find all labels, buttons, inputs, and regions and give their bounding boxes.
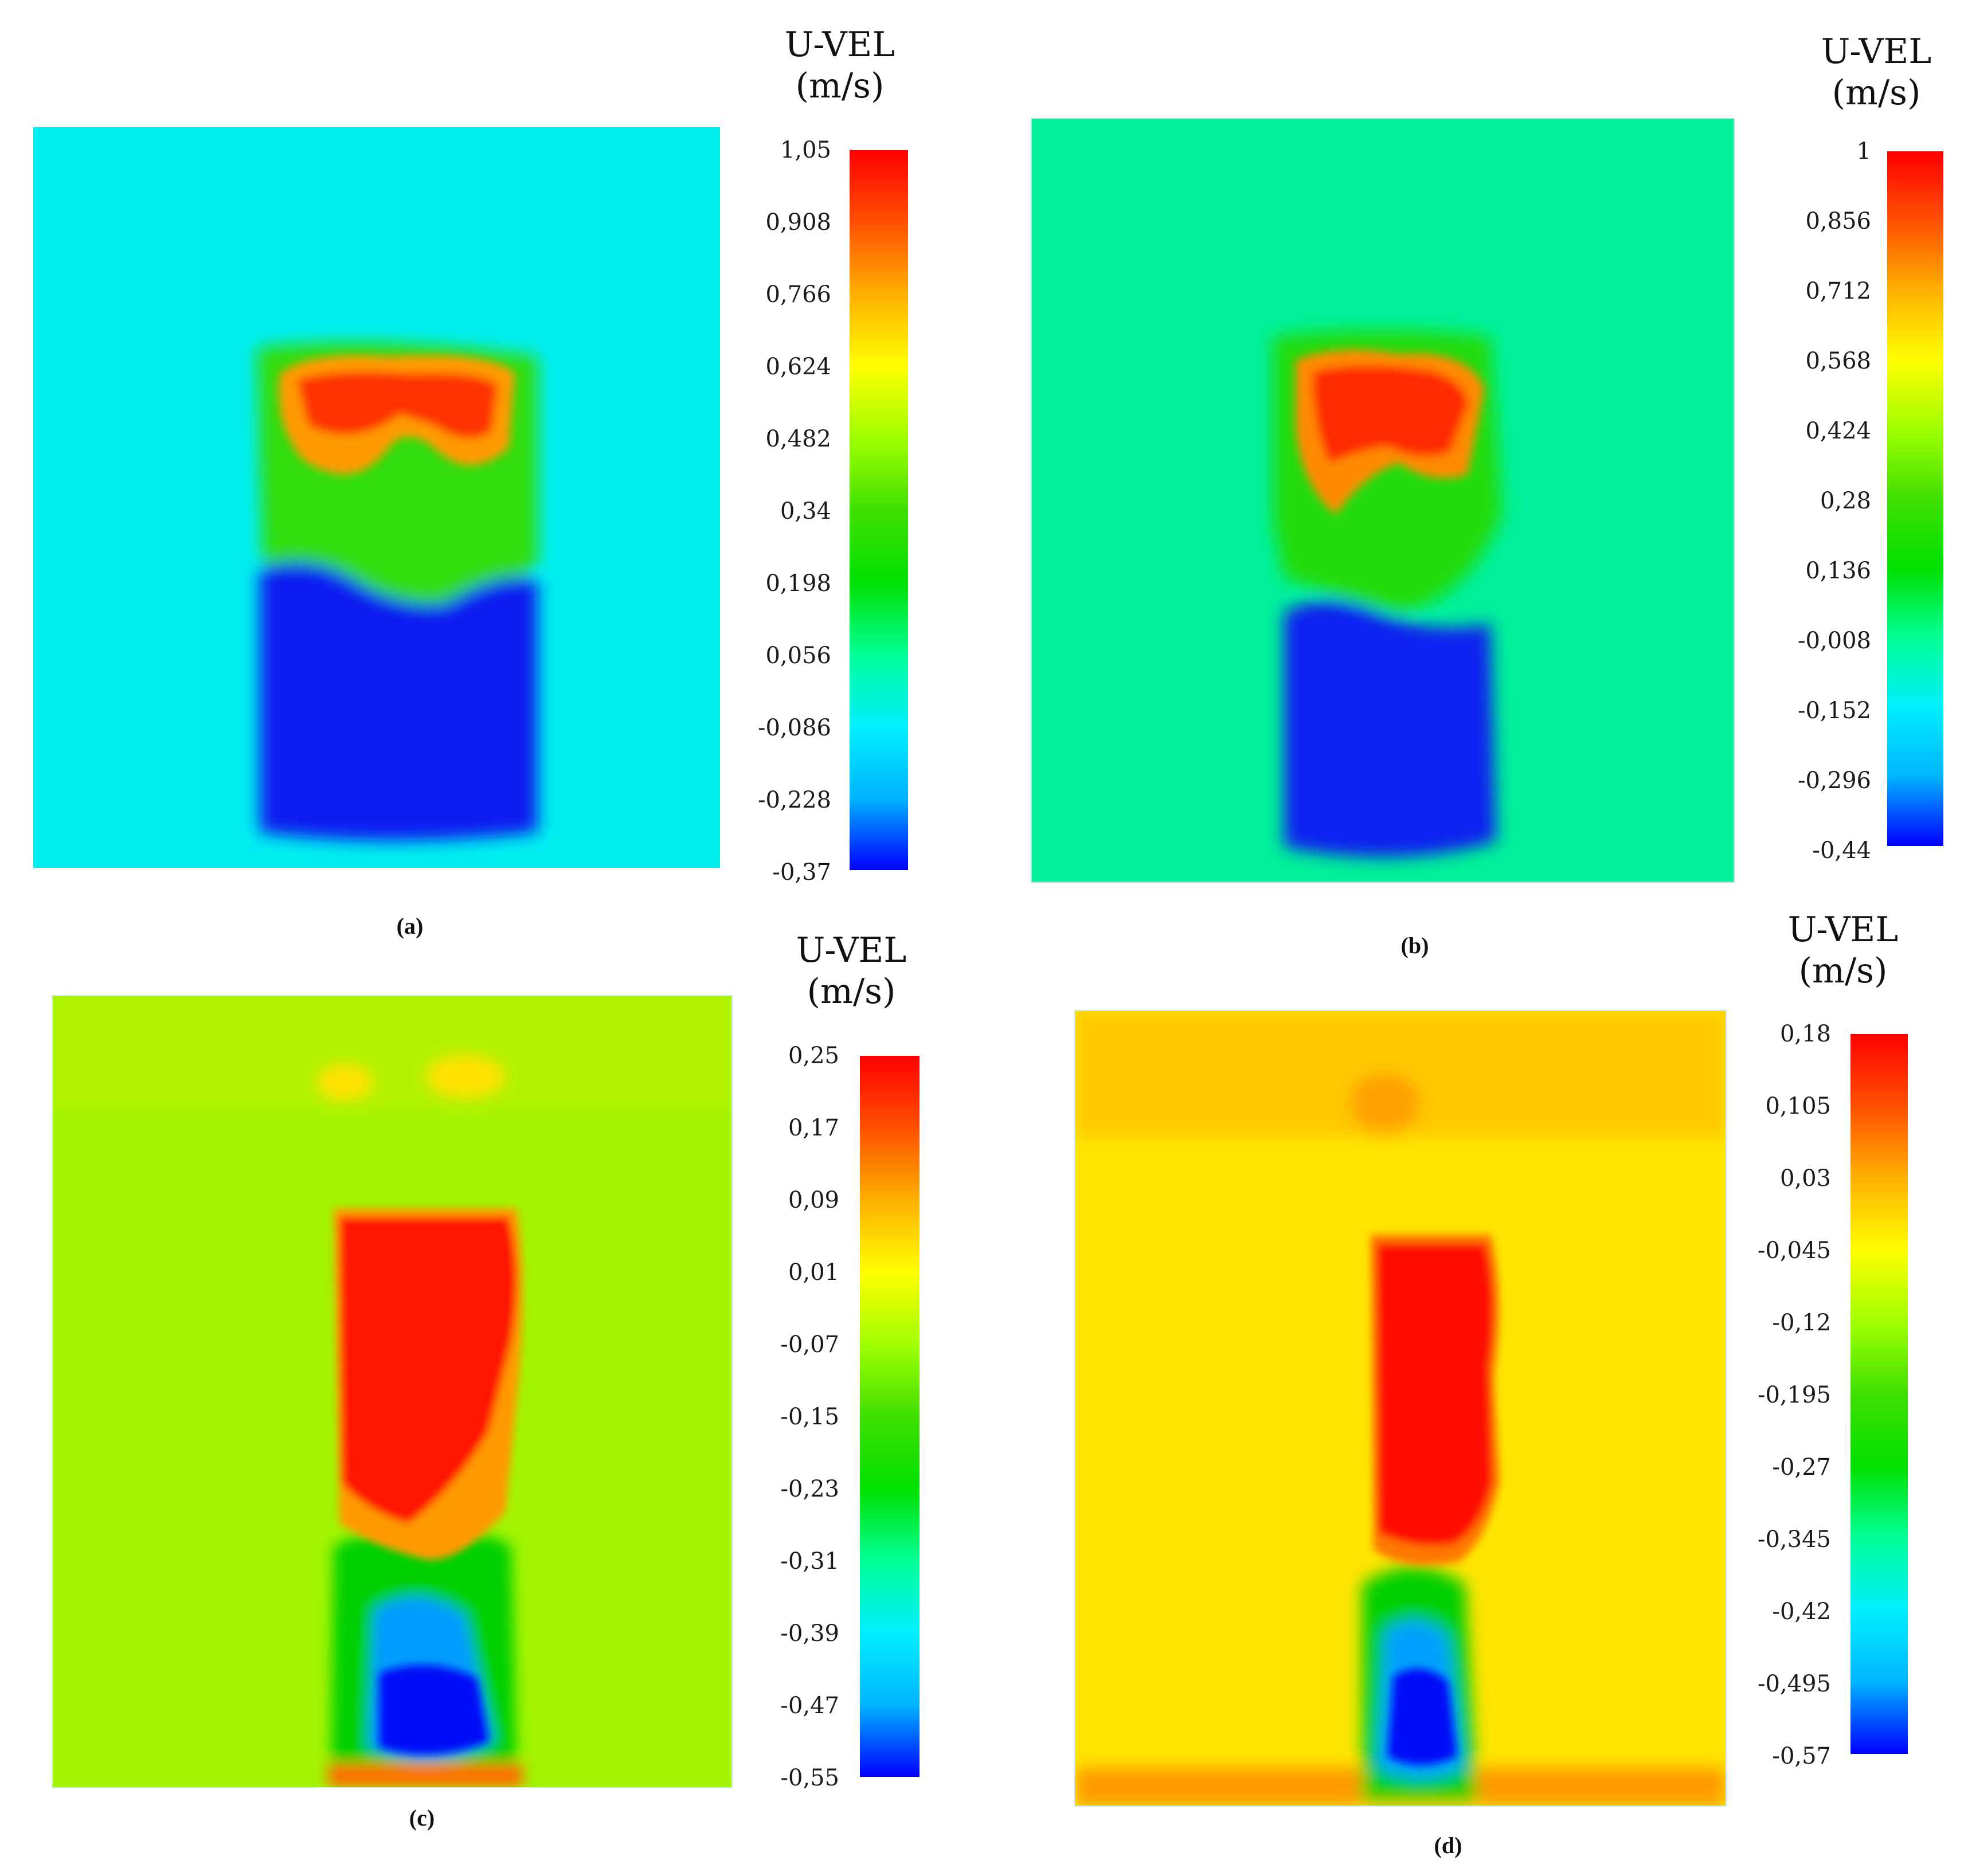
reverse-flow-region [260, 562, 538, 841]
colorbar-title-d: U-VEL (m/s) [1743, 909, 1943, 992]
jet-core-region [1313, 366, 1468, 463]
tick-label: -0,27 [1772, 1454, 1831, 1481]
tick-label: 0,28 [1820, 488, 1871, 514]
title-line-1: U-VEL [1787, 910, 1899, 950]
tick-label: -0,57 [1772, 1743, 1831, 1769]
tick-label: 0,34 [780, 498, 831, 524]
reverse-flow-region [1284, 601, 1496, 857]
tick-label: -0,086 [757, 715, 831, 741]
panel-caption-b: (b) [1400, 933, 1429, 958]
tick-label: -0,195 [1757, 1382, 1831, 1408]
tick-label: -0,47 [780, 1693, 839, 1719]
colorbar-a [850, 150, 908, 870]
jet-core-region [297, 371, 498, 438]
tick-label: 0,568 [1805, 348, 1871, 374]
title-line-2: (m/s) [1798, 951, 1888, 991]
jet-core-region [339, 1217, 517, 1523]
tick-label: -0,23 [780, 1476, 839, 1502]
contour-field-d [1074, 1010, 1727, 1807]
contour-field-c [52, 995, 733, 1788]
title-line-2: (m/s) [795, 66, 885, 106]
tick-label: 0,17 [788, 1115, 839, 1141]
tick-label: 0,198 [765, 570, 831, 597]
tick-label: 0,908 [765, 209, 831, 236]
reverse-core-region [1388, 1669, 1457, 1765]
title-line-1: U-VEL [784, 25, 895, 65]
bottom-edge-region [328, 1764, 523, 1787]
tick-label: -0,495 [1757, 1671, 1831, 1697]
colorbar-b [1887, 151, 1943, 846]
tick-label: 0,18 [1779, 1021, 1831, 1047]
tick-label: 0,056 [765, 643, 831, 669]
tick-label: 0,25 [788, 1043, 839, 1069]
tick-label: -0,152 [1797, 698, 1871, 724]
colorbar-d [1850, 1034, 1908, 1754]
tick-label: -0,228 [757, 787, 831, 813]
tick-label: -0,37 [772, 859, 831, 886]
colorbar-c [860, 1056, 920, 1777]
tick-label: 0,09 [788, 1187, 839, 1213]
tick-label: -0,44 [1812, 837, 1871, 864]
colorbar-title-a: U-VEL (m/s) [740, 24, 940, 107]
panel-caption-a: (a) [396, 913, 424, 939]
contour-field-b [1031, 118, 1735, 883]
tick-label: 0,856 [1805, 208, 1871, 234]
tick-label: 1 [1856, 138, 1871, 165]
tick-label: 0,624 [765, 354, 831, 380]
tick-label: -0,07 [780, 1331, 839, 1358]
title-line-1: U-VEL [796, 930, 907, 970]
tick-label: -0,15 [780, 1404, 839, 1430]
title-line-1: U-VEL [1821, 32, 1932, 72]
reverse-core-region [380, 1665, 488, 1754]
tick-label: 0,712 [1805, 278, 1871, 304]
colorbar-title-c: U-VEL (m/s) [751, 930, 952, 1012]
colorbar-title-b: U-VEL (m/s) [1782, 31, 1964, 113]
tick-label: -0,296 [1797, 767, 1871, 794]
tick-label: -0,42 [1772, 1599, 1831, 1625]
tick-label: 1,05 [780, 137, 831, 163]
jet-core-region [1376, 1243, 1494, 1546]
tick-label: 0,105 [1765, 1093, 1831, 1119]
tick-label: -0,31 [780, 1548, 839, 1575]
tick-label: -0,55 [780, 1765, 839, 1791]
tick-label: -0,12 [1772, 1310, 1831, 1336]
panel-caption-d: (d) [1434, 1832, 1462, 1858]
title-line-2: (m/s) [1832, 73, 1921, 113]
tick-label: 0,424 [1805, 418, 1871, 444]
top-band-region [53, 996, 731, 1111]
tick-label: -0,39 [780, 1620, 839, 1647]
tick-label: 0,136 [1805, 558, 1871, 584]
title-line-2: (m/s) [807, 972, 896, 1012]
tick-label: 0,03 [1779, 1165, 1831, 1192]
tick-label: -0,045 [1757, 1237, 1831, 1264]
tick-label: -0,008 [1797, 628, 1871, 654]
tick-label: 0,482 [765, 426, 831, 452]
tick-label: 0,01 [788, 1259, 839, 1286]
tick-label: 0,766 [765, 281, 831, 308]
tick-label: -0,345 [1757, 1526, 1831, 1553]
contour-field-a [33, 127, 720, 868]
panel-caption-c: (c) [409, 1805, 435, 1831]
